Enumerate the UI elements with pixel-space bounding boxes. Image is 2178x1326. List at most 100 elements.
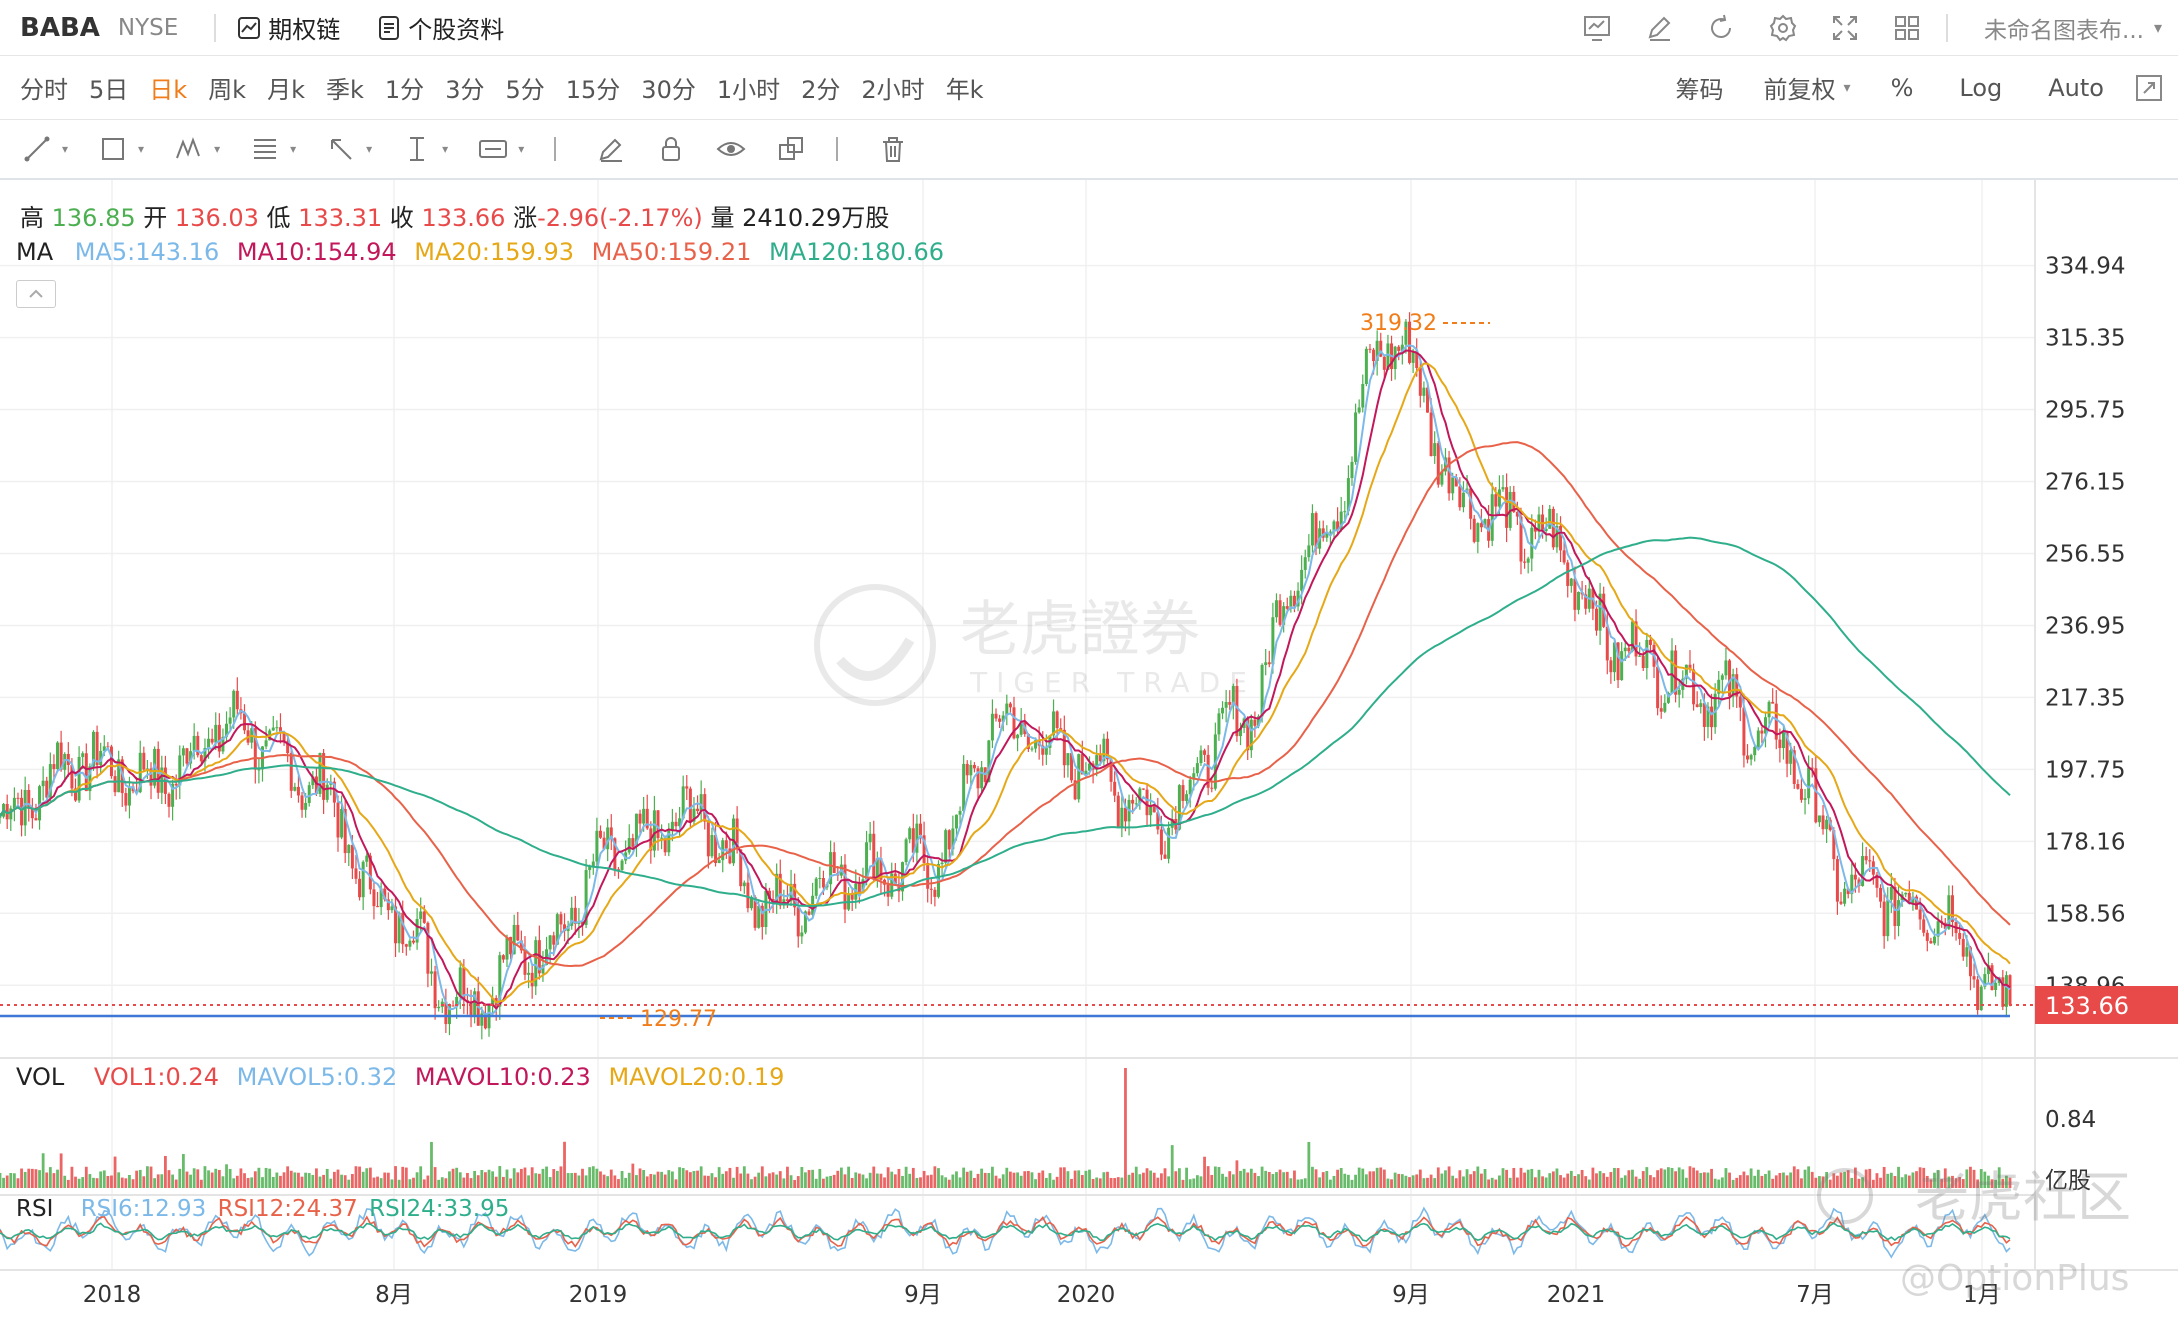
chevron-down-icon[interactable]: ▾ <box>1843 79 1851 96</box>
candle-body <box>12 797 16 809</box>
volume-bar <box>606 1176 610 1188</box>
tab-timeframe[interactable]: 月k <box>267 76 305 104</box>
candle-body <box>1274 600 1278 618</box>
candle-body <box>264 740 268 747</box>
gear-icon[interactable] <box>1768 13 1798 43</box>
tab-timeframe-active[interactable]: 日k <box>149 76 188 104</box>
volume-bar <box>1354 1174 1357 1188</box>
label-tool[interactable]: ▾ <box>478 134 524 164</box>
candle-body <box>1695 704 1699 707</box>
volume-bar <box>1271 1174 1275 1188</box>
visibility-tool[interactable] <box>716 134 746 164</box>
rsi-lines <box>0 1206 2011 1259</box>
candle-body <box>926 862 930 889</box>
volume-bar <box>1897 1166 1900 1188</box>
volume-label: 量 <box>710 204 735 232</box>
candle-body <box>1799 788 1803 800</box>
candle-body <box>5 803 9 820</box>
volume-bar <box>1562 1177 1566 1188</box>
volume-bar <box>408 1179 412 1188</box>
options-chain-button[interactable]: 期权链 <box>236 10 340 45</box>
symbol[interactable]: BABA <box>20 12 100 43</box>
volume-bar <box>1124 1068 1127 1188</box>
candle-body <box>771 899 775 902</box>
chevron-down-icon[interactable]: ▾ <box>2153 18 2162 37</box>
volume-bar <box>1368 1171 1372 1188</box>
rectangle-tool[interactable]: ▾ <box>98 134 144 164</box>
percent-toggle[interactable]: % <box>1890 73 1914 102</box>
tab-timeframe[interactable]: 5日 <box>89 76 129 104</box>
candle-body <box>1569 578 1573 586</box>
candle-body <box>1030 748 1034 750</box>
tab-timeframe[interactable]: 15分 <box>565 76 621 104</box>
candle-body <box>573 907 577 924</box>
auto-toggle[interactable]: Auto <box>2048 73 2104 102</box>
log-toggle[interactable]: Log <box>1959 73 2003 102</box>
volume-bar <box>473 1170 477 1188</box>
profile-button[interactable]: 个股资料 <box>376 10 504 45</box>
layout-grid-icon[interactable] <box>1892 13 1922 43</box>
candle-body <box>875 858 879 879</box>
volume-bar <box>1821 1176 1825 1188</box>
indicator-icon[interactable] <box>1582 13 1612 43</box>
tab-timeframe[interactable]: 年k <box>945 76 984 104</box>
tab-timeframe[interactable]: 分时 <box>20 76 68 104</box>
volume-bar <box>365 1168 369 1188</box>
measure-tool[interactable]: ▾ <box>402 134 448 164</box>
volume-bar <box>1314 1169 1318 1188</box>
stock-chart[interactable]: 老虎證券 TIGER TRADE 319.32 129.77 334.94 315… <box>0 180 2178 1326</box>
tab-timeframe[interactable]: 5分 <box>505 76 545 104</box>
fibonacci-tool[interactable]: ▾ <box>250 134 296 164</box>
volume-bar <box>1728 1172 1731 1188</box>
pattern-tool[interactable]: ▾ <box>174 134 220 164</box>
rsi6-value: RSI6:12.93 <box>80 1196 207 1222</box>
chart-layout-name[interactable]: 未命名图表布... <box>1984 17 2144 44</box>
expand-icon[interactable] <box>2134 73 2164 103</box>
volume-bar <box>678 1167 681 1188</box>
volume-bar <box>573 1172 577 1188</box>
tab-timeframe[interactable]: 1小时 <box>716 76 781 104</box>
lock-tool[interactable] <box>656 134 686 164</box>
clone-tool[interactable] <box>776 134 806 164</box>
tab-timeframe[interactable]: 1分 <box>384 76 425 104</box>
fullscreen-icon[interactable] <box>1830 13 1860 43</box>
volume-bar <box>1343 1173 1347 1188</box>
volume-bar <box>663 1174 667 1188</box>
candle-body <box>1990 965 1994 991</box>
volume-bar <box>516 1172 520 1188</box>
tab-timeframe[interactable]: 3分 <box>445 76 485 104</box>
candle-body <box>1192 773 1196 780</box>
tab-timeframe[interactable]: 季k <box>326 76 364 104</box>
chips-button[interactable]: 筹码 <box>1675 76 1724 104</box>
volume-bar <box>886 1167 890 1188</box>
candle-body <box>2001 977 2005 1007</box>
volume-bar <box>289 1170 293 1188</box>
collapse-legend-button[interactable] <box>16 280 56 308</box>
volume-bar <box>466 1172 469 1188</box>
volume-bar <box>1501 1168 1505 1188</box>
candle-body <box>451 1005 455 1007</box>
tab-timeframe[interactable]: 2分 <box>801 76 841 104</box>
arrow-tool[interactable]: ▾ <box>326 134 372 164</box>
tab-timeframe[interactable]: 2小时 <box>861 76 925 104</box>
refresh-icon[interactable] <box>1706 13 1736 43</box>
candle-body <box>1102 738 1106 762</box>
adjust-dropdown[interactable]: 前复权 <box>1763 76 1836 104</box>
volume-bar <box>1559 1175 1562 1188</box>
delete-tool[interactable] <box>878 134 908 164</box>
tab-timeframe[interactable]: 周k <box>208 76 247 104</box>
pen-icon[interactable] <box>1644 13 1674 43</box>
candle-body <box>1206 754 1210 788</box>
volume-bar <box>1702 1172 1706 1188</box>
candle-body <box>998 718 1002 722</box>
tab-timeframe[interactable]: 30分 <box>641 76 696 104</box>
brush-tool[interactable] <box>596 134 626 164</box>
candle-body <box>1343 511 1347 513</box>
candle-body <box>1120 807 1124 828</box>
volume-bar <box>893 1174 897 1188</box>
volume-bar <box>1526 1169 1530 1188</box>
candle-body <box>793 883 797 908</box>
volume-bar <box>1667 1167 1670 1188</box>
candle-body <box>1296 590 1300 607</box>
trendline-tool[interactable]: ▾ <box>22 134 68 164</box>
